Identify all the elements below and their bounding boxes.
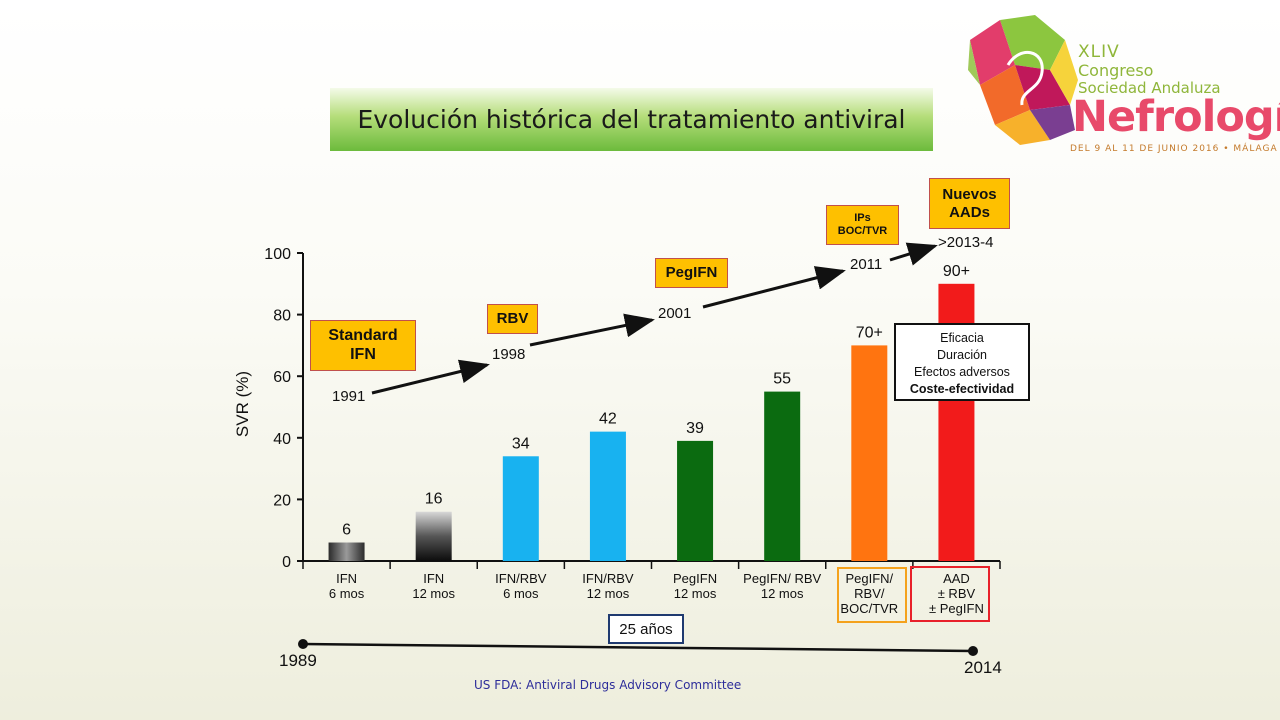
category-label-7-0: AAD — [943, 571, 970, 586]
category-label-5-0: PegIFN/ RBV — [743, 571, 821, 586]
criteria-coste: Coste-efectividad — [909, 382, 1015, 396]
logo-shape-4 — [1015, 65, 1070, 110]
category-label-7-2: ± PegIFN — [929, 601, 984, 616]
bar-3 — [589, 431, 626, 561]
y-axis-label: SVR (%) — [233, 371, 252, 437]
logo-shape-6 — [1030, 105, 1075, 140]
milestone-ips-line1: IPs — [854, 212, 871, 225]
criteria-box: Eficacia Duración Efectos adversos Coste… — [894, 323, 1030, 401]
data-label-5: 55 — [773, 371, 791, 388]
category-label-0-1: 6 mos — [329, 586, 365, 601]
data-label-4: 39 — [686, 420, 704, 437]
category-label-1-0: IFN — [423, 571, 444, 586]
logo-congreso: Congreso — [1078, 61, 1154, 80]
milestone-standard-ifn: Standard IFN — [310, 320, 416, 371]
timeline-end-year: 2014 — [964, 658, 1002, 677]
timeline-span-box: 25 años — [608, 614, 684, 644]
arrow-1991-1998 — [371, 359, 490, 395]
category-label-6-1: RBV/ — [854, 586, 885, 601]
logo-shape-7 — [1050, 40, 1078, 105]
highlight-box-aad — [910, 566, 990, 622]
y-tick-label-80: 80 — [273, 308, 291, 325]
chart-data-labels: 6 16 34 42 39 55 70+ 90+ — [342, 263, 970, 539]
criteria-duracion: Duración — [936, 348, 988, 362]
timeline-start-dot — [298, 639, 308, 649]
milestone-standard-line2: IFN — [350, 345, 376, 363]
y-tick-label-0: 0 — [282, 554, 291, 571]
data-label-7: 90+ — [943, 263, 970, 280]
highlight-box-ips — [837, 567, 907, 623]
milestone-pegifn: PegIFN — [655, 258, 728, 288]
milestone-ips-line2: BOC/TVR — [837, 225, 888, 237]
data-label-1: 16 — [425, 491, 443, 508]
milestone-rbv-label: RBV — [496, 310, 529, 328]
arrow-2001-2011 — [702, 266, 846, 309]
category-label-2-1: 6 mos — [503, 586, 539, 601]
category-label-6-0: PegIFN/ — [845, 571, 893, 586]
arrow-2011-2013 — [889, 242, 938, 266]
category-label-4-1: 12 mos — [674, 586, 717, 601]
category-label-6-2: BOC/TVR — [840, 601, 898, 616]
source-note: US FDA: Antiviral Drugs Advisory Committ… — [474, 678, 742, 692]
category-label-5-1: 12 mos — [761, 586, 804, 601]
logo-edition: XLIV — [1078, 42, 1120, 62]
year-1991: 1991 — [332, 388, 366, 405]
category-label-3-1: 12 mos — [587, 586, 630, 601]
bar-4 — [677, 440, 714, 561]
slide-title: Evolución histórica del tratamiento anti… — [357, 105, 906, 134]
logo-sociedad: Sociedad Andaluza — [1078, 79, 1221, 97]
y-tick-label-60: 60 — [273, 369, 291, 386]
milestone-ips: IPs BOC/TVR — [826, 205, 899, 245]
bar-2 — [502, 456, 539, 561]
congress-logo — [968, 15, 1078, 145]
year-2013: >2013-4 — [938, 234, 994, 251]
milestone-standard-line1: Standard — [328, 327, 398, 345]
y-tick-label-100: 100 — [264, 246, 291, 263]
bar-1 — [415, 511, 452, 561]
data-label-2: 34 — [512, 435, 530, 452]
category-label-4-0: PegIFN — [673, 571, 717, 586]
timeline-line — [302, 642, 974, 653]
category-label-3-0: IFN/RBV — [582, 571, 634, 586]
milestone-new-aads: Nuevos AADs — [929, 178, 1010, 229]
logo-shape-3 — [980, 65, 1030, 125]
criteria-eficacia: Eficacia — [940, 331, 984, 345]
criteria-efectos: Efectos adversos — [914, 365, 1010, 379]
bar-6 — [851, 345, 888, 561]
milestone-new-line2: AADs — [949, 203, 990, 221]
year-2001: 2001 — [658, 305, 692, 322]
data-label-3: 42 — [599, 411, 617, 428]
milestone-new-line1: Nuevos — [942, 186, 997, 204]
category-label-1-1: 12 mos — [412, 586, 455, 601]
chart-axes: 0 20 40 60 80 100 — [264, 246, 1001, 571]
bar-0 — [328, 542, 365, 561]
category-label-0-0: IFN — [336, 571, 357, 586]
year-2011: 2011 — [850, 256, 883, 273]
year-1998: 1998 — [492, 346, 526, 363]
timeline-span-label: 25 años — [619, 620, 673, 638]
timeline-start-year: 1989 — [279, 651, 317, 670]
data-label-0: 6 — [342, 522, 351, 539]
milestone-rbv: RBV — [487, 304, 538, 334]
milestone-pegifn-label: PegIFN — [665, 264, 718, 282]
timeline-end-dot — [968, 646, 978, 656]
logo-shape-2 — [970, 20, 1015, 85]
data-label-6: 70+ — [856, 324, 883, 341]
logo-kidney-line — [1006, 50, 1044, 106]
logo-nefrologia: Nefrología — [1072, 92, 1280, 142]
y-tick-label-40: 40 — [273, 431, 291, 448]
logo-shape-5 — [995, 110, 1050, 145]
logo-dates: DEL 9 AL 11 DE JUNIO 2016 • MÁLAGA — [1070, 144, 1278, 154]
category-label-7-1: ± RBV — [938, 586, 976, 601]
category-label-2-0: IFN/RBV — [495, 571, 547, 586]
arrow-1998-2001 — [529, 313, 655, 347]
logo-shape-8 — [968, 40, 980, 85]
y-tick-label-20: 20 — [273, 492, 291, 509]
bar-5 — [764, 391, 801, 561]
title-banner: Evolución histórica del tratamiento anti… — [330, 88, 933, 151]
